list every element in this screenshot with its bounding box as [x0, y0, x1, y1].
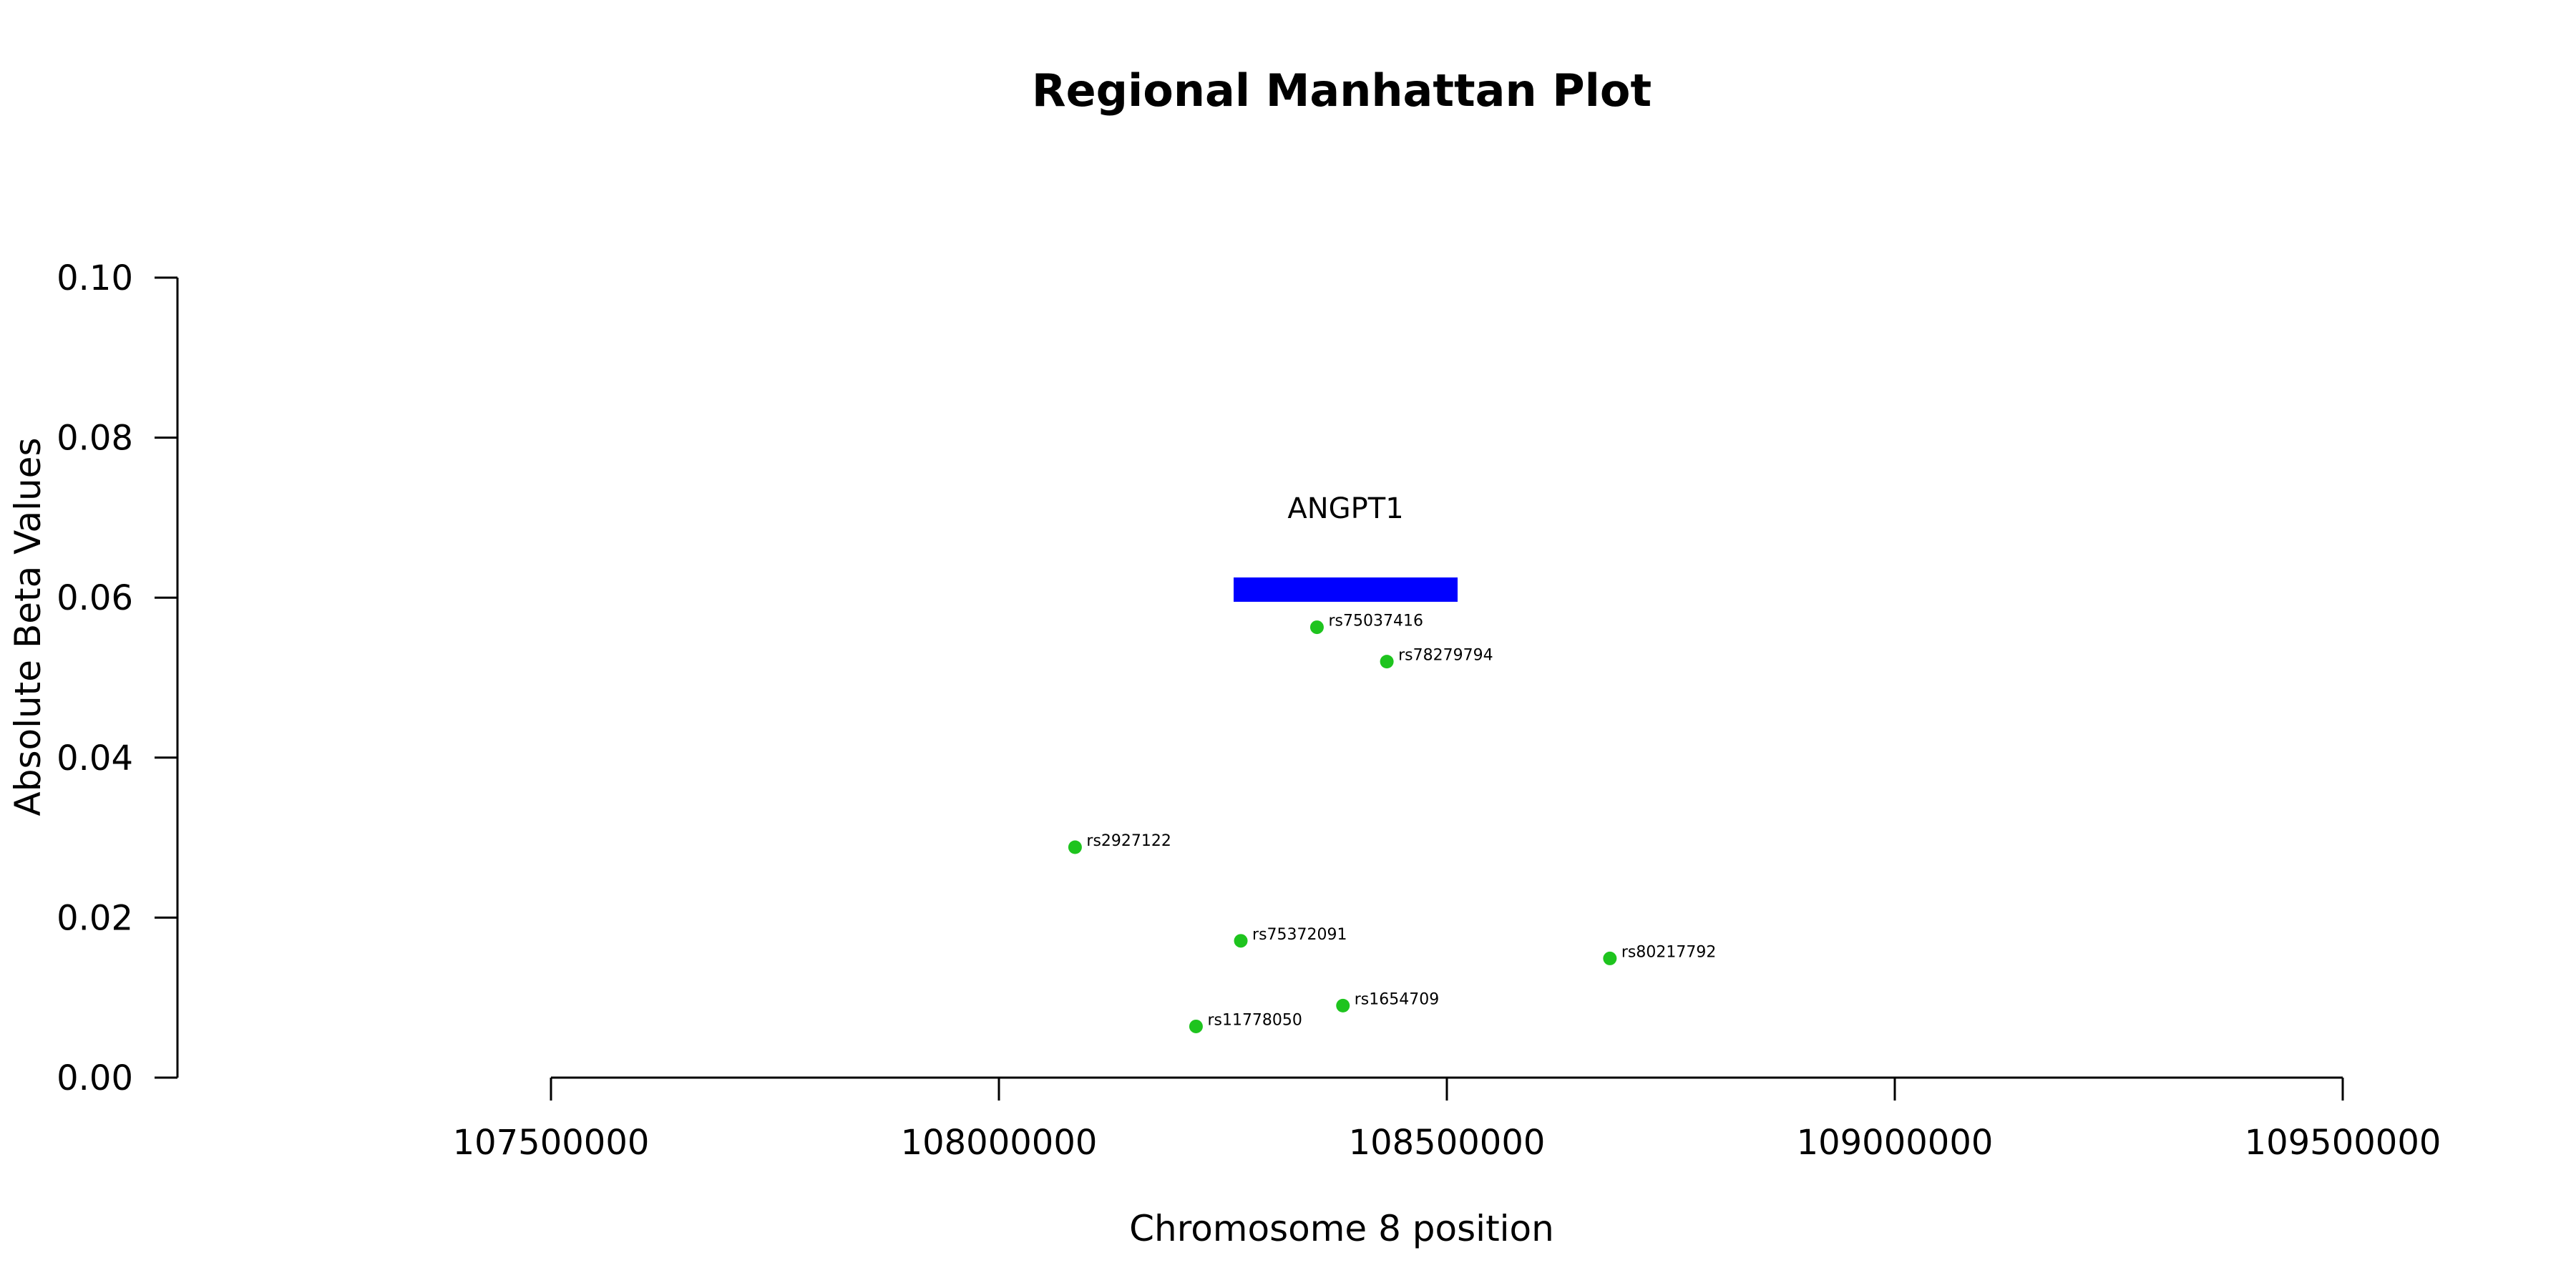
x-axis-label: Chromosome 8 position [1129, 1208, 1554, 1249]
x-tick-label: 109000000 [1797, 1123, 1994, 1163]
snp-point [1309, 620, 1324, 635]
y-tick-label: 0.10 [57, 258, 133, 298]
y-tick-label: 0.00 [57, 1058, 133, 1098]
snp-points: rs75037416 rs78279794 rs2927122 rs75372091 r… [1068, 613, 1716, 1033]
x-tick-label: 107500000 [453, 1123, 650, 1163]
y-tick-label: 0.08 [57, 419, 133, 459]
snp-point [1603, 951, 1617, 965]
x-tick-label: 108500000 [1349, 1123, 1546, 1163]
x-tick-label: 109500000 [2245, 1123, 2441, 1163]
y-axis-label: Absolute Beta Values [7, 438, 49, 816]
snp-label: rs2927122 [1086, 832, 1171, 850]
gene-track: ANGPT1 [1234, 492, 1458, 602]
snp-label: rs1654709 [1355, 990, 1440, 1008]
snp-point [1380, 655, 1394, 669]
snp-point [1336, 998, 1350, 1013]
gene-label: ANGPT1 [1287, 492, 1403, 525]
snp-point [1189, 1019, 1203, 1033]
x-axis: 107500000 108000000 108500000 109000000 1095… [453, 1076, 2441, 1163]
y-tick-label: 0.02 [57, 898, 133, 938]
y-axis: 0.00 0.02 0.04 0.06 0.08 0.10 [57, 258, 179, 1098]
snp-point [1068, 840, 1082, 854]
y-tick-label: 0.06 [57, 578, 133, 618]
snp-point [1234, 934, 1248, 948]
snp-label: rs75037416 [1328, 613, 1423, 630]
gene-bar [1234, 577, 1458, 602]
snp-label: rs75372091 [1252, 926, 1347, 944]
snp-label: rs80217792 [1621, 943, 1716, 961]
snp-label: rs11778050 [1207, 1011, 1302, 1029]
x-tick-label: 108000000 [901, 1123, 1098, 1163]
y-tick-label: 0.04 [57, 738, 133, 779]
snp-label: rs78279794 [1398, 647, 1493, 665]
chart-title: Regional Manhattan Plot [1032, 64, 1652, 117]
